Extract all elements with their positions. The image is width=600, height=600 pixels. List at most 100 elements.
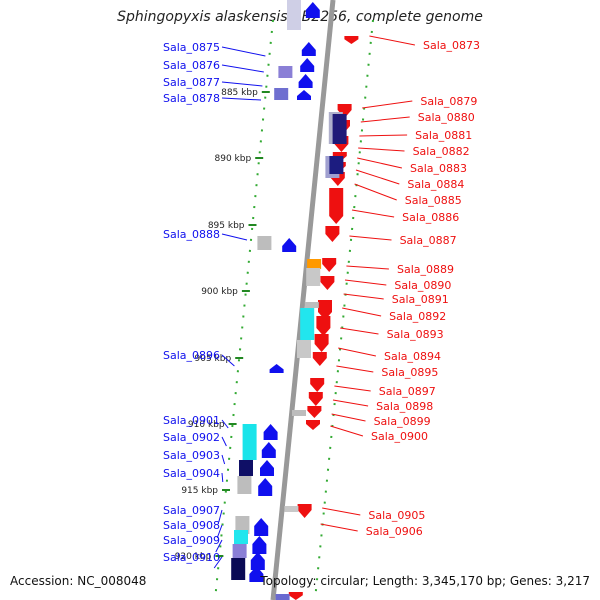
gene-leader-forward xyxy=(221,472,224,483)
gene-label-forward: Sala_0876 xyxy=(163,59,220,72)
feature-box xyxy=(292,410,306,416)
forward-gene-arrow xyxy=(298,74,313,88)
feature-box xyxy=(257,236,272,250)
ruler-right-line xyxy=(314,19,374,599)
gene-label-reverse: Sala_0898 xyxy=(376,400,433,413)
feature-box xyxy=(234,530,248,544)
feature-box xyxy=(278,66,293,78)
feature-box xyxy=(332,114,347,144)
gene-leader-forward xyxy=(221,419,229,429)
gene-leader-reverse xyxy=(358,147,405,152)
reverse-gene-arrow xyxy=(307,406,322,418)
gene-leader-reverse xyxy=(349,235,392,241)
gene-leader-reverse xyxy=(344,279,387,286)
feature-box xyxy=(307,259,322,269)
scale-label: 915 kbp xyxy=(181,486,218,496)
gene-label-reverse: Sala_0884 xyxy=(407,178,464,191)
gene-leader-forward xyxy=(221,64,264,73)
reverse-gene-arrow xyxy=(288,592,303,600)
gene-leader-reverse xyxy=(331,413,366,422)
gene-leader-forward xyxy=(221,46,266,57)
accession-label: Accession: NC_008048 xyxy=(10,574,147,588)
ruler-left-line xyxy=(214,19,274,599)
gene-leader-reverse xyxy=(354,183,397,201)
gene-label-forward: Sala_0877 xyxy=(163,76,220,89)
gene-label-forward: Sala_0904 xyxy=(163,467,220,480)
gene-leader-forward xyxy=(213,556,223,569)
gene-label-forward: Sala_0878 xyxy=(163,92,220,105)
feature-box xyxy=(235,516,250,534)
feature-box xyxy=(275,594,290,600)
feature-box xyxy=(274,88,289,100)
gene-leader-reverse xyxy=(320,523,358,532)
gene-label-reverse: Sala_0890 xyxy=(394,279,451,292)
reverse-gene-arrow xyxy=(320,276,335,290)
gene-leader-forward xyxy=(221,97,262,101)
gene-leader-forward xyxy=(221,233,248,241)
gene-leader-forward xyxy=(221,436,227,447)
forward-gene-arrow xyxy=(261,442,276,458)
reverse-gene-arrow xyxy=(337,104,352,118)
feature-box xyxy=(300,308,315,340)
gene-leader-forward xyxy=(216,524,223,539)
reverse-gene-arrow xyxy=(306,420,320,430)
reverse-gene-arrow xyxy=(325,226,340,242)
gene-leader-reverse xyxy=(322,507,361,516)
gene-leader-reverse xyxy=(330,425,364,437)
scale-label: 900 kbp xyxy=(201,287,238,297)
scale-label: 920 kbp xyxy=(175,552,212,562)
gene-label-reverse: Sala_0882 xyxy=(413,145,470,158)
reverse-gene-arrow xyxy=(308,392,323,406)
feature-box xyxy=(297,340,311,358)
reverse-gene-arrow xyxy=(318,300,332,320)
forward-gene-arrow xyxy=(282,238,297,252)
gene-leader-reverse xyxy=(334,385,371,392)
reverse-gene-arrow xyxy=(329,188,344,224)
reverse-gene-arrow xyxy=(344,36,359,44)
gene-leader-forward xyxy=(215,539,223,553)
gene-leader-reverse xyxy=(336,365,374,373)
forward-gene-arrow xyxy=(260,460,274,476)
gene-label-reverse: Sala_0886 xyxy=(402,211,459,224)
forward-gene-arrow xyxy=(297,90,311,100)
gene-leader-reverse xyxy=(369,35,415,46)
reverse-gene-arrow xyxy=(310,378,325,392)
gene-leader-reverse xyxy=(355,169,400,185)
feature-box xyxy=(304,302,319,308)
gene-label-reverse: Sala_0873 xyxy=(423,39,480,52)
gene-leader-forward xyxy=(221,81,263,87)
genome-backbone xyxy=(270,0,336,600)
gene-leader-reverse xyxy=(343,293,384,300)
scale-label: 905 kbp xyxy=(195,354,232,364)
gene-label-reverse: Sala_0894 xyxy=(384,350,441,363)
forward-gene-arrow xyxy=(300,58,315,72)
gene-label-reverse: Sala_0900 xyxy=(371,430,428,443)
feature-box xyxy=(284,506,299,512)
gene-leader-reverse xyxy=(362,100,413,109)
gene-label-forward: Sala_0896 xyxy=(163,349,220,362)
gene-label-forward: Sala_0908 xyxy=(163,519,220,532)
feature-box xyxy=(239,460,253,476)
gene-label-reverse: Sala_0891 xyxy=(392,293,449,306)
gene-leader-reverse xyxy=(332,399,369,407)
gene-label-reverse: Sala_0906 xyxy=(366,525,423,538)
gene-label-reverse: Sala_0887 xyxy=(400,234,457,247)
gene-leader-reverse xyxy=(357,157,403,169)
scale-label: 895 kbp xyxy=(208,221,245,231)
reverse-gene-arrow xyxy=(322,258,337,272)
scale-label: 885 kbp xyxy=(221,88,258,98)
gene-leader-reverse xyxy=(340,327,379,335)
gene-label-reverse: Sala_0905 xyxy=(368,509,425,522)
gene-leader-reverse xyxy=(338,347,377,357)
gene-label-forward: Sala_0903 xyxy=(163,449,220,462)
feature-box xyxy=(287,0,301,30)
reverse-gene-arrow xyxy=(316,316,331,336)
gene-leader-forward xyxy=(221,354,235,367)
gene-leader-reverse xyxy=(342,307,382,317)
reverse-gene-arrow xyxy=(297,504,312,518)
feature-box xyxy=(232,544,247,558)
forward-gene-arrow xyxy=(252,536,267,554)
gene-leader-forward xyxy=(221,454,226,465)
